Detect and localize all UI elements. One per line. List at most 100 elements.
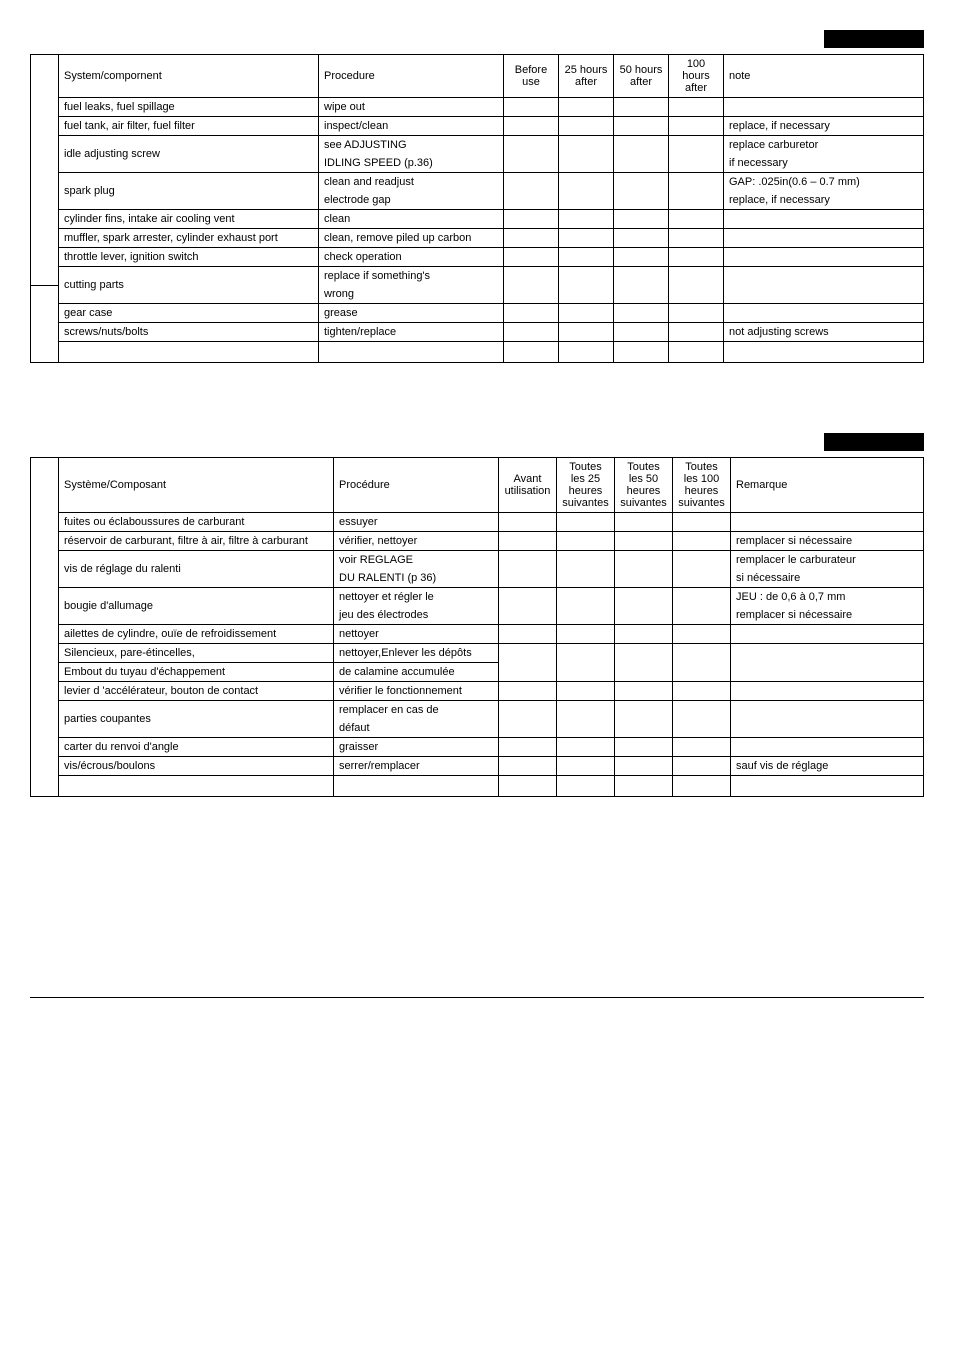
table-row: levier d 'accélérateur, bouton de contac… <box>31 682 924 701</box>
cell-sys: cylinder fins, intake air cooling vent <box>59 210 319 229</box>
cell-sys: vis de réglage du ralenti <box>59 551 334 588</box>
cell <box>499 701 557 738</box>
cell-sys: fuites ou éclaboussures de carburant <box>59 513 334 532</box>
maintenance-table-en: System/compornent Procedure Before use 2… <box>30 54 924 363</box>
header-50h: Toutes les 50 heures suivantes <box>615 458 673 513</box>
cell-note: sauf vis de réglage <box>731 757 924 776</box>
cell-proc: nettoyer,Enlever les dépôts <box>334 644 499 663</box>
cell-sys: ailettes de cylindre, ouïe de refroidiss… <box>59 625 334 644</box>
cell-note: JEU : de 0,6 à 0,7 mm <box>731 588 924 607</box>
section-bar-2 <box>824 433 924 451</box>
cell <box>59 342 319 363</box>
section-bar-1 <box>824 30 924 48</box>
cell <box>673 682 731 701</box>
cell <box>731 776 924 797</box>
cell-sys: throttle lever, ignition switch <box>59 248 319 267</box>
cell <box>673 551 731 588</box>
cell <box>673 625 731 644</box>
cell <box>504 117 559 136</box>
cell <box>673 776 731 797</box>
cell <box>334 776 499 797</box>
cell <box>504 229 559 248</box>
row-index-column <box>31 285 59 304</box>
cell <box>673 588 731 625</box>
cell-proc: clean <box>319 210 504 229</box>
cell <box>559 229 614 248</box>
cell <box>615 682 673 701</box>
cell <box>614 323 669 342</box>
table-row: idle adjusting screw see ADJUSTING repla… <box>31 136 924 155</box>
cell <box>669 136 724 173</box>
cell-note: if necessary <box>724 154 924 173</box>
cell <box>615 644 673 682</box>
table-row: carter du renvoi d'angle graisser <box>31 738 924 757</box>
header-system: Système/Composant <box>59 458 334 513</box>
cell-proc: graisser <box>334 738 499 757</box>
cell <box>559 267 614 304</box>
table-row: gear case grease <box>31 304 924 323</box>
cell <box>615 551 673 588</box>
table-row: parties coupantes remplacer en cas de <box>31 701 924 720</box>
cell-note: replace, if necessary <box>724 117 924 136</box>
cell <box>673 701 731 738</box>
cell <box>614 342 669 363</box>
cell <box>614 98 669 117</box>
cell-proc: inspect/clean <box>319 117 504 136</box>
cell-note <box>724 98 924 117</box>
cell-proc: clean and readjust <box>319 173 504 192</box>
cell-note <box>731 682 924 701</box>
table-row-spacer <box>31 342 924 363</box>
cell <box>669 229 724 248</box>
cell-note: remplacer le carburateur <box>731 551 924 570</box>
cell <box>614 267 669 304</box>
table-row: vis/écrous/boulons serrer/remplacer sauf… <box>31 757 924 776</box>
cell-proc: défaut <box>334 719 499 738</box>
table-row: vis de réglage du ralenti voir REGLAGE r… <box>31 551 924 570</box>
cell <box>559 117 614 136</box>
header-note: note <box>724 55 924 98</box>
cell <box>499 738 557 757</box>
cell <box>614 304 669 323</box>
cell <box>614 210 669 229</box>
cell-sys: fuel tank, air filter, fuel filter <box>59 117 319 136</box>
cell <box>559 210 614 229</box>
cell-proc: wipe out <box>319 98 504 117</box>
cell-sys: spark plug <box>59 173 319 210</box>
cell-sys: fuel leaks, fuel spillage <box>59 98 319 117</box>
cell <box>615 701 673 738</box>
cell-note <box>731 513 924 532</box>
cell <box>559 98 614 117</box>
cell-proc: check operation <box>319 248 504 267</box>
cell-proc: IDLING SPEED (p.36) <box>319 154 504 173</box>
cell <box>614 117 669 136</box>
cell-sys: bougie d'allumage <box>59 588 334 625</box>
cell-note <box>731 701 924 738</box>
cell-proc: de calamine accumulée <box>334 663 499 682</box>
header-25h: Toutes les 25 heures suivantes <box>557 458 615 513</box>
row-index-column <box>31 55 59 286</box>
cell <box>559 173 614 210</box>
cell <box>557 644 615 682</box>
cell <box>504 248 559 267</box>
header-system: System/compornent <box>59 55 319 98</box>
cell <box>557 776 615 797</box>
cell <box>669 117 724 136</box>
cell-note <box>724 248 924 267</box>
cell <box>615 588 673 625</box>
cell-proc: electrode gap <box>319 191 504 210</box>
cell-note <box>731 644 924 682</box>
header-100h: Toutes les 100 heures suivantes <box>673 458 731 513</box>
cell <box>499 682 557 701</box>
header-25h: 25 hours after <box>559 55 614 98</box>
cell <box>673 513 731 532</box>
cell <box>673 644 731 682</box>
cell-sys: vis/écrous/boulons <box>59 757 334 776</box>
cell <box>669 267 724 304</box>
cell-proc: see ADJUSTING <box>319 136 504 155</box>
cell <box>557 588 615 625</box>
cell-note: not adjusting screws <box>724 323 924 342</box>
cell-sys: levier d 'accélérateur, bouton de contac… <box>59 682 334 701</box>
cell-note: replace carburetor <box>724 136 924 155</box>
cell-note: remplacer si nécessaire <box>731 606 924 625</box>
table-row: cutting parts replace if something's <box>31 267 924 286</box>
